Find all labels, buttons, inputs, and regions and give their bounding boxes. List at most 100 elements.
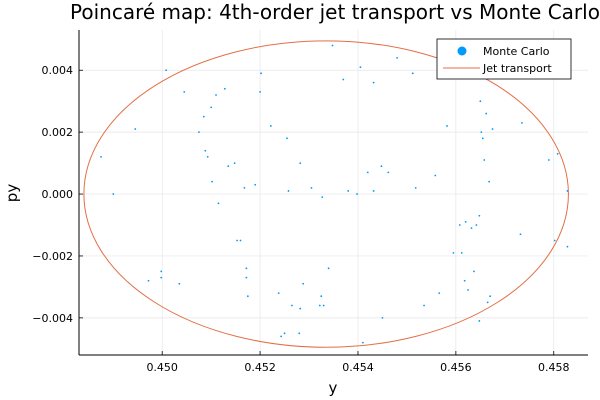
monte-carlo-point (381, 316, 384, 319)
monte-carlo-point (290, 304, 293, 307)
monte-carlo-point (239, 239, 242, 242)
monte-carlo-point (460, 251, 463, 254)
monte-carlo-point (478, 320, 481, 322)
monte-carlo-point (299, 162, 302, 164)
monte-carlo-point (160, 270, 163, 273)
monte-carlo-point (223, 87, 226, 90)
monte-carlo-point (566, 245, 569, 248)
monte-carlo-point (310, 186, 313, 189)
monte-carlo-point (387, 171, 390, 174)
monte-carlo-point (452, 251, 455, 254)
y-ticks: −0.004 −0.002 0.000 0.002 0.004 (32, 64, 83, 325)
monte-carlo-point (321, 196, 324, 199)
monte-carlo-point (485, 112, 488, 115)
jet-transport-curve (83, 40, 569, 348)
monte-carlo-point (479, 100, 482, 103)
monte-carlo-point (411, 72, 414, 75)
monte-carlo-point (566, 190, 569, 192)
monte-carlo-point (380, 165, 383, 168)
monte-carlo-point (489, 295, 492, 298)
y-tick-label: −0.002 (32, 250, 73, 263)
x-ticks: 0.450 0.452 0.454 0.456 0.458 (146, 351, 569, 374)
monte-carlo-point (458, 224, 461, 226)
monte-carlo-point (331, 44, 334, 47)
monte-carlo-point (298, 332, 301, 335)
monte-carlo-point (475, 224, 478, 226)
monte-carlo-point (202, 115, 205, 118)
monte-carlo-point (438, 292, 441, 294)
monte-carlo-point (547, 159, 550, 161)
x-tick-label: 0.456 (440, 361, 472, 374)
monte-carlo-point (491, 128, 494, 130)
monte-carlo-point (286, 137, 288, 140)
monte-carlo-point (361, 341, 364, 344)
monte-carlo-point (198, 131, 200, 134)
monte-carlo-point (423, 304, 425, 307)
monte-carlo-point (243, 186, 246, 189)
legend-marker-monte-carlo (457, 46, 467, 56)
monte-carlo-point (478, 214, 481, 217)
legend-label-jet-transport: Jet transport (482, 62, 552, 75)
x-tick-label: 0.458 (538, 361, 570, 374)
monte-carlo-point (260, 72, 262, 75)
monte-carlo-point (359, 66, 362, 69)
monte-carlo-point (245, 276, 248, 279)
monte-carlo-point (204, 149, 207, 152)
monte-carlo-point (483, 159, 486, 161)
monte-carlo-point (233, 162, 236, 164)
monte-carlo-point (318, 304, 321, 307)
monte-carlo-point (327, 267, 330, 270)
monte-carlo-point (366, 171, 369, 174)
y-tick-label: −0.004 (32, 312, 73, 325)
monte-carlo-point (178, 282, 181, 285)
monte-carlo-point (467, 289, 469, 291)
monte-carlo-point (299, 307, 302, 310)
monte-carlo-point (519, 233, 522, 236)
monte-carlo-point (206, 156, 209, 158)
monte-carlo-point (342, 78, 345, 81)
x-tick-label: 0.452 (244, 361, 276, 374)
legend: Monte Carlo Jet transport (436, 38, 572, 80)
monte-carlo-point (147, 279, 150, 282)
monte-carlo-point (112, 193, 115, 195)
monte-carlo-point (245, 267, 248, 270)
y-tick-label: 0.000 (42, 188, 74, 201)
monte-carlo-point (215, 94, 217, 96)
monte-carlo-point (464, 221, 467, 223)
monte-carlo-point (347, 190, 350, 192)
monte-carlo-point (217, 202, 220, 205)
monte-carlo-point (269, 125, 272, 127)
monte-carlo-point (556, 152, 559, 155)
monte-carlo-point (356, 193, 358, 195)
monte-carlo-point (481, 137, 484, 140)
monte-carlo-point (396, 56, 399, 59)
monte-carlo-point (521, 121, 523, 124)
monte-carlo-point (211, 180, 214, 183)
legend-label-monte-carlo: Monte Carlo (483, 45, 550, 58)
monte-carlo-point (470, 227, 473, 229)
monte-carlo-point (165, 69, 168, 72)
monte-carlo-point (302, 282, 305, 285)
monte-carlo-point (488, 180, 491, 183)
x-axis-label: y (329, 379, 338, 397)
monte-carlo-point (463, 279, 466, 282)
monte-carlo-point (322, 304, 325, 307)
monte-carlo-point (480, 131, 483, 134)
monte-carlo-point (134, 128, 137, 130)
monte-carlo-point (280, 335, 283, 338)
plot-area (83, 40, 569, 348)
y-tick-label: 0.004 (42, 64, 74, 77)
monte-carlo-point (227, 165, 230, 168)
monte-carlo-point (246, 295, 249, 298)
monte-carlo-point (283, 332, 286, 335)
monte-carlo-point (473, 270, 475, 273)
monte-carlo-point (277, 292, 280, 294)
monte-carlo-point (414, 186, 417, 189)
chart-title: Poincaré map: 4th-order jet transport vs… (70, 0, 600, 24)
monte-carlo-point (486, 301, 489, 304)
monte-carlo-point (553, 239, 556, 242)
monte-carlo-point (434, 174, 437, 177)
monte-carlo-point (287, 190, 290, 192)
monte-carlo-point (183, 91, 186, 93)
